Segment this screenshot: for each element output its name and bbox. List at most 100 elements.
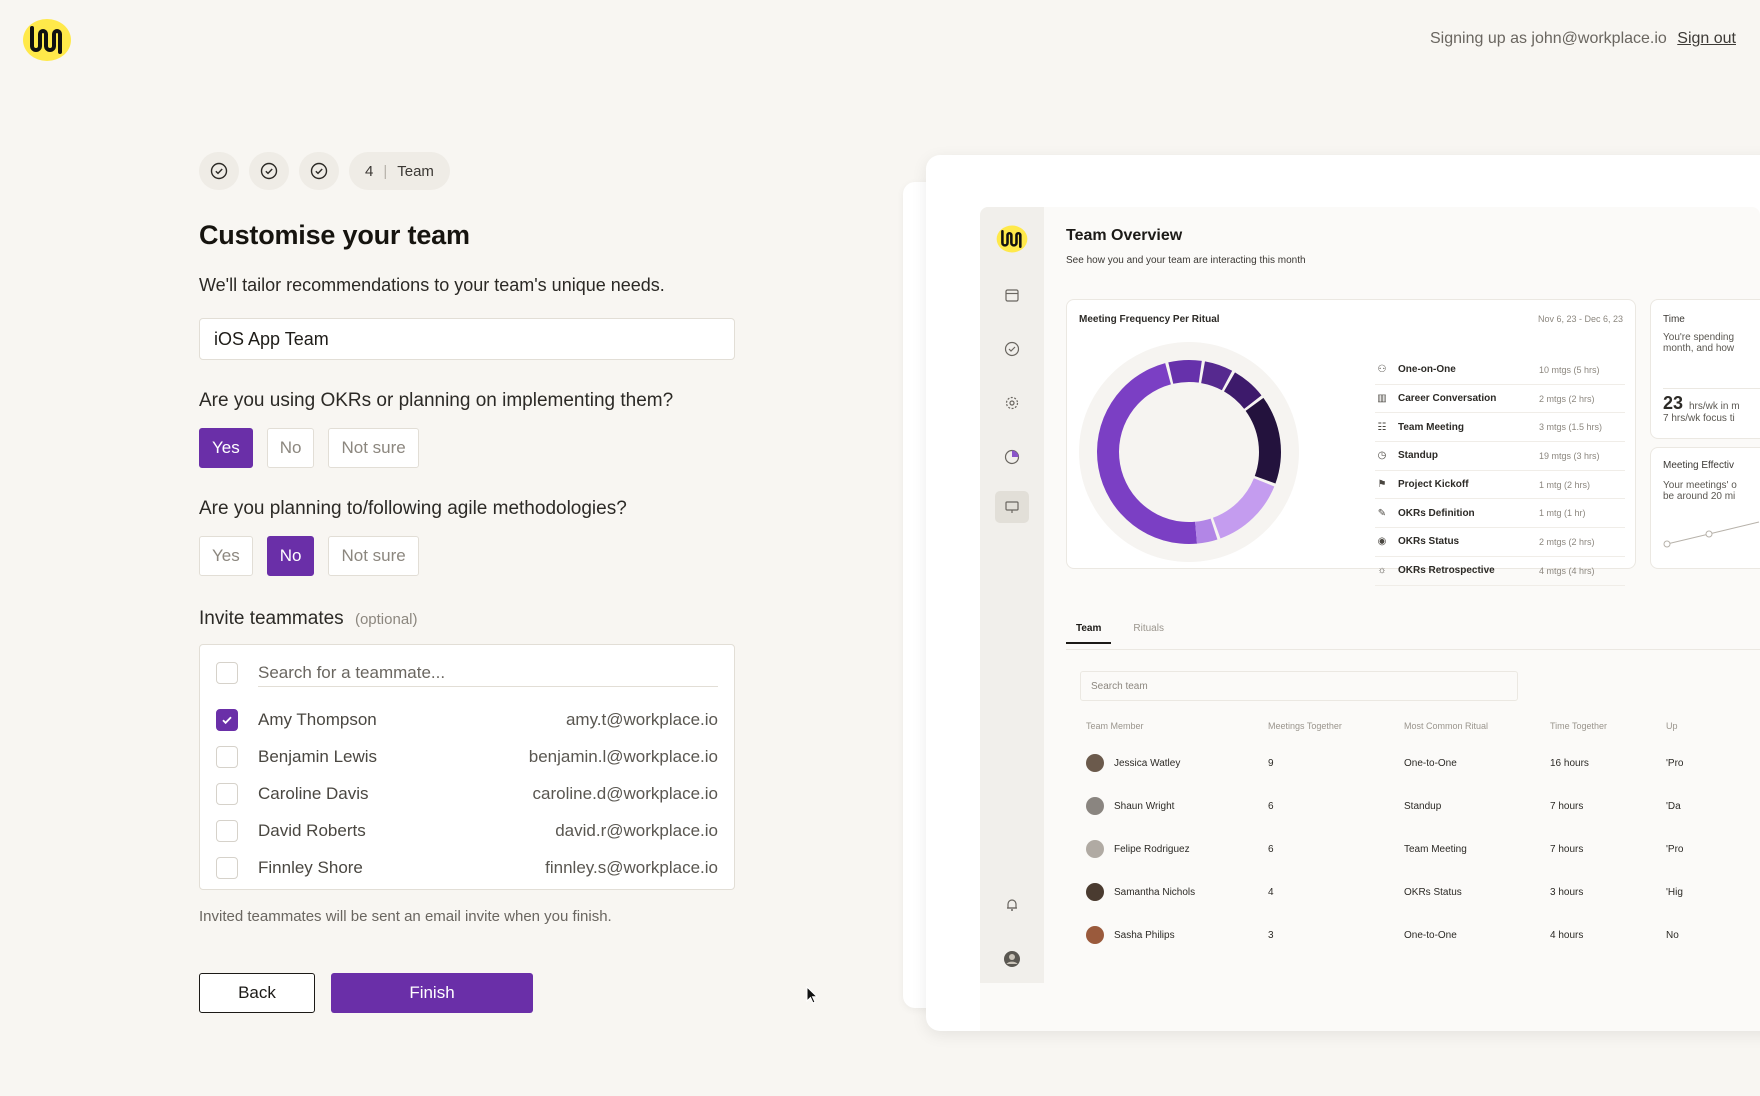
ritual-legend-item: ◷ Standup 19 mtgs (3 hrs) [1375,442,1625,471]
table-row[interactable]: Samantha Nichols 4 OKRs Status 3 hours 'Hig [1080,868,1760,916]
ritual-value: 2 mtgs (2 hrs) [1539,393,1595,404]
teammate-email: david.r@workplace.io [555,820,718,840]
ritual-value: 2 mtgs (2 hrs) [1539,536,1595,547]
calendar-icon [1000,283,1024,307]
teammate-checkbox[interactable] [216,745,238,768]
teammate-row[interactable]: Amy Thompson amy.t@workplace.io [216,701,718,738]
effect-card-line-1: Your meetings' o [1663,480,1737,491]
table-row[interactable]: Jessica Watley 9 One-to-One 16 hours 'Pro [1080,739,1760,787]
teammate-email: caroline.d@workplace.io [532,783,718,803]
donut-segment [1195,518,1218,544]
ritual-legend-item: ▥ Career Conversation 2 mtgs (2 hrs) [1375,385,1625,414]
table-row[interactable]: Shaun Wright 6 Standup 7 hours 'Da [1080,782,1760,830]
member-name: Sasha Philips [1114,929,1175,941]
sign-out-link[interactable]: Sign out [1677,30,1736,47]
checkmark-icon [222,716,232,724]
tab-team[interactable]: Team [1066,623,1112,644]
avatar [1086,926,1104,944]
cell-extra: 'Pro [1666,843,1684,855]
okr-option-yes[interactable]: Yes [199,428,253,468]
teammate-row[interactable]: Benjamin Lewis benjamin.l@workplace.io [216,738,718,775]
teammate-name: Amy Thompson [258,709,377,729]
time-card-line-2: month, and how [1663,343,1735,354]
okr-options: Yes No Not sure [199,428,735,468]
agile-option-no[interactable]: No [266,536,315,576]
okr-option-not-sure[interactable]: Not sure [328,428,419,468]
step-current: 4 | Team [349,152,450,190]
ritual-value: 4 mtgs (4 hrs) [1539,565,1595,576]
teammate-checkbox[interactable] [216,819,238,842]
invite-hint: Invited teammates will be sent an email … [199,908,612,925]
teammate-name: Caroline Davis [258,783,369,803]
ritual-legend-item: ✎ OKRs Definition 1 mtg (1 hr) [1375,499,1625,529]
agile-option-yes[interactable]: Yes [199,536,253,576]
presentation-icon [995,491,1029,523]
overview-title: Team Overview [1066,227,1183,244]
teammate-search-row [216,659,718,687]
cell-meetings: 6 [1268,843,1274,855]
ritual-name: Project Kickoff [1398,479,1469,491]
team-name-input[interactable] [199,318,735,360]
time-card-focus: 7 hrs/wk focus ti [1663,413,1735,424]
teammate-email: amy.t@workplace.io [565,709,718,729]
cell-meetings: 4 [1268,886,1274,898]
back-button[interactable]: Back [199,973,315,1013]
preview-logo [996,223,1028,255]
cell-extra: 'Hig [1666,886,1683,898]
column-header: Meetings Together [1268,721,1342,731]
teammate-list: Amy Thompson amy.t@workplace.io Benjamin L… [216,701,718,886]
preview-sidebar [980,207,1044,983]
brand-logo [22,18,72,62]
check-circle-icon [310,162,328,180]
cell-extra: 'Da [1666,800,1681,812]
clock-icon: ◷ [1377,450,1387,462]
invite-teammates-box: Amy Thompson amy.t@workplace.io Benjamin L… [199,644,735,890]
ritual-value: 19 mtgs (3 hrs) [1539,450,1600,461]
ritual-value: 3 mtgs (1.5 hrs) [1539,422,1603,433]
teammate-row[interactable]: David Roberts david.r@workplace.io [216,812,718,849]
agile-question: Are you planning to/following agile meth… [199,498,627,519]
ritual-legend-item: ☼ OKRs Retrospective 4 mtgs (4 hrs) [1375,557,1625,586]
ritual-name: OKRs Status [1398,536,1460,548]
time-card-stats: 23 hrs/wk in m 7 hrs/wk focus ti [1663,388,1760,428]
meeting-frequency-card: Meeting Frequency Per Ritual Nov 6, 23 -… [1066,299,1636,586]
select-all-checkbox[interactable] [216,662,238,684]
tab-rituals[interactable]: Rituals [1133,623,1164,634]
preview-app: Team Overview See how you and your team … [980,207,1760,1031]
teammate-checkbox[interactable] [216,782,238,805]
member-cell: Jessica Watley [1086,739,1180,787]
user-avatar-icon [1000,947,1024,971]
ritual-donut-chart [1079,342,1299,562]
donut-segment [1212,478,1275,539]
teammate-row[interactable]: Caroline Davis caroline.d@workplace.io [216,775,718,812]
teammate-row[interactable]: Finnley Shore finnley.s@workplace.io [216,849,718,886]
donut-segment [1097,363,1198,544]
ritual-name: Team Meeting [1398,421,1464,433]
form-actions: Back Finish [199,973,735,1013]
table-row[interactable]: Sasha Philips 3 One-to-One 4 hours No [1080,911,1760,959]
okr-option-no[interactable]: No [266,428,315,468]
check-circle-icon [1000,337,1024,361]
teammate-checkbox[interactable] [216,708,238,731]
table-row[interactable]: Felipe Rodriguez 6 Team Meeting 7 hours 'Pro [1080,825,1760,873]
cell-ritual: One-to-One [1404,757,1457,769]
cell-time: 16 hours [1550,757,1589,769]
ritual-value: 1 mtg (2 hrs) [1539,479,1591,490]
cell-time: 7 hours [1550,800,1584,812]
ritual-name: Standup [1398,450,1438,462]
ritual-name: Career Conversation [1398,393,1497,405]
teammate-search-input[interactable] [258,659,718,687]
people-icon: ⚇ [1377,364,1387,376]
invite-label: Invite teammates [199,608,344,629]
effect-card-line-2: be around 20 mi [1663,491,1736,502]
teammate-checkbox[interactable] [216,856,238,879]
product-preview: Team Overview See how you and your team … [926,155,1760,1031]
avatar [1086,883,1104,901]
step-label: Team [397,162,434,180]
onboarding-form: 4 | Team Customise your team We'll tailo… [199,152,735,1013]
agile-option-not-sure[interactable]: Not sure [328,536,419,576]
search-team-input[interactable]: Search team [1080,671,1518,701]
avatar [1086,754,1104,772]
ritual-value: 10 mtgs (5 hrs) [1539,364,1600,375]
finish-button[interactable]: Finish [331,973,533,1013]
